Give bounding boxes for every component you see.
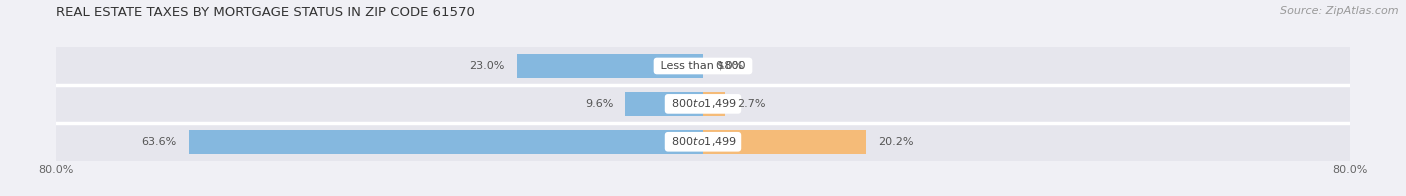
- Bar: [626, 92, 703, 116]
- Text: 9.6%: 9.6%: [585, 99, 613, 109]
- Bar: [703, 130, 866, 153]
- Bar: [56, 109, 1350, 175]
- Text: 23.0%: 23.0%: [470, 61, 505, 71]
- Text: 2.7%: 2.7%: [737, 99, 765, 109]
- Text: 0.0%: 0.0%: [716, 61, 744, 71]
- Text: Less than $800: Less than $800: [657, 61, 749, 71]
- Bar: [517, 54, 703, 78]
- Text: Source: ZipAtlas.com: Source: ZipAtlas.com: [1281, 6, 1399, 16]
- Text: $800 to $1,499: $800 to $1,499: [668, 135, 738, 148]
- Text: $800 to $1,499: $800 to $1,499: [668, 97, 738, 110]
- Text: 63.6%: 63.6%: [142, 137, 177, 147]
- Bar: [188, 130, 703, 153]
- Bar: [56, 71, 1350, 137]
- Bar: [56, 33, 1350, 99]
- Bar: [703, 92, 725, 116]
- Text: 20.2%: 20.2%: [879, 137, 914, 147]
- Text: REAL ESTATE TAXES BY MORTGAGE STATUS IN ZIP CODE 61570: REAL ESTATE TAXES BY MORTGAGE STATUS IN …: [56, 6, 475, 19]
